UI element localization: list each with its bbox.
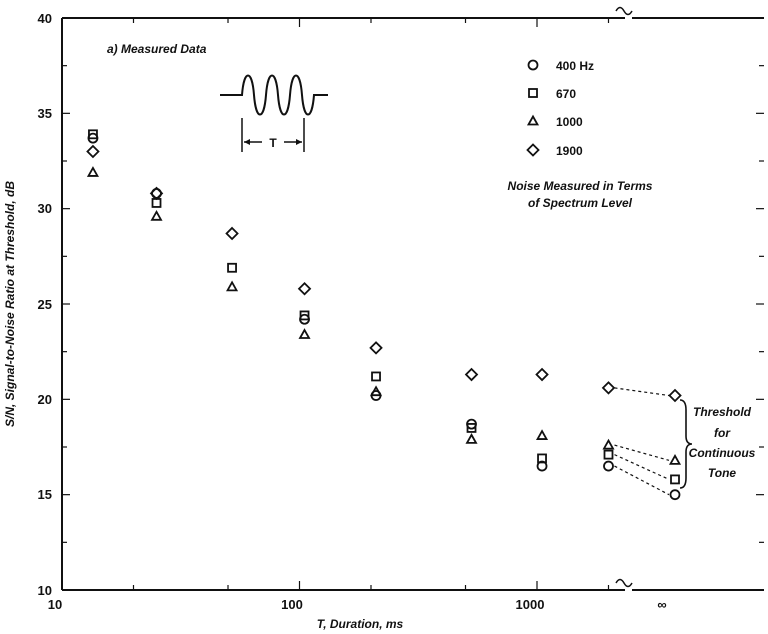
data-point-triangle bbox=[535, 429, 549, 440]
data-point-diamond bbox=[601, 381, 616, 395]
legend-marker-triangle-icon bbox=[526, 114, 540, 126]
data-point-square bbox=[670, 474, 680, 485]
threshold-note-line-1: Threshold bbox=[693, 405, 752, 419]
legend-label-400hz: 400 Hz bbox=[556, 59, 594, 73]
data-point-diamond bbox=[86, 144, 100, 159]
axis-ticks bbox=[61, 17, 764, 591]
y-tick-label: 40 bbox=[38, 11, 52, 26]
data-point-square bbox=[371, 371, 381, 382]
x-axis-title: T, Duration, ms bbox=[317, 617, 404, 631]
data-points bbox=[86, 129, 682, 501]
x-tick-label: 10 bbox=[48, 597, 62, 612]
legend-marker-diamond-icon bbox=[526, 143, 540, 157]
y-tick-label: 35 bbox=[38, 106, 52, 121]
tone-burst-waveform-icon: T bbox=[220, 74, 328, 152]
chart-subtitle: a) Measured Data bbox=[107, 42, 207, 56]
data-point-triangle bbox=[298, 328, 311, 339]
data-point-triangle bbox=[150, 209, 163, 221]
data-point-square bbox=[88, 129, 98, 140]
top-axis-break-icon bbox=[615, 6, 633, 16]
legend: 400 Hz 670 1000 1900 bbox=[526, 59, 594, 158]
x-tick-labels: 10 100 1000 ∞ bbox=[48, 597, 667, 612]
data-point-diamond bbox=[369, 341, 383, 355]
legend-label-670: 670 bbox=[556, 87, 576, 101]
y-tick-label: 20 bbox=[38, 392, 52, 407]
data-point-diamond bbox=[535, 367, 549, 382]
connector-line bbox=[614, 465, 670, 496]
data-point-square bbox=[227, 262, 237, 273]
data-point-triangle bbox=[602, 438, 615, 450]
data-point-triangle bbox=[668, 454, 682, 465]
data-point-triangle bbox=[226, 280, 239, 292]
x-axis-break-icon bbox=[615, 578, 633, 588]
y-tick-label: 15 bbox=[38, 487, 52, 502]
data-point-diamond bbox=[225, 226, 239, 241]
waveform-duration-label: T bbox=[269, 136, 277, 150]
y-tick-label: 25 bbox=[38, 297, 52, 312]
y-tick-label: 10 bbox=[38, 583, 52, 598]
y-tick-label: 30 bbox=[38, 201, 52, 216]
data-point-diamond bbox=[297, 281, 312, 296]
legend-label-1000: 1000 bbox=[556, 115, 583, 129]
data-point-square bbox=[603, 449, 614, 460]
x-tick-label: 1000 bbox=[516, 597, 545, 612]
x-tick-label-infinity: ∞ bbox=[657, 597, 666, 612]
connector-line bbox=[614, 387, 670, 397]
data-point-circle bbox=[669, 489, 681, 501]
y-axis-title: S/N, Signal-to-Noise Ratio at Threshold,… bbox=[3, 181, 17, 427]
legend-markers bbox=[526, 59, 540, 157]
data-point-triangle bbox=[465, 433, 478, 444]
legend-label-1900: 1900 bbox=[556, 144, 583, 158]
data-point-square bbox=[299, 310, 310, 321]
noise-note-line-1: Noise Measured in Terms bbox=[508, 179, 653, 193]
y-tick-labels: 10 15 20 25 30 35 40 bbox=[38, 11, 52, 598]
data-point-triangle bbox=[86, 166, 99, 177]
data-point-diamond bbox=[668, 388, 682, 403]
connector-line bbox=[614, 454, 670, 480]
data-point-circle bbox=[603, 460, 614, 472]
threshold-note-line-2: for bbox=[714, 426, 731, 440]
threshold-bracket-icon bbox=[679, 399, 693, 489]
data-point-triangle bbox=[369, 385, 383, 397]
plot-frame bbox=[61, 6, 764, 591]
data-point-diamond bbox=[149, 186, 164, 201]
legend-marker-square-icon bbox=[528, 88, 538, 98]
data-point-square bbox=[537, 453, 547, 464]
legend-marker-circle-icon bbox=[527, 59, 539, 71]
noise-note-line-2: of Spectrum Level bbox=[528, 196, 633, 210]
x-tick-label: 100 bbox=[281, 597, 303, 612]
threshold-note-line-3: Continuous bbox=[689, 446, 756, 460]
data-point-square bbox=[466, 423, 477, 433]
data-point-diamond bbox=[464, 367, 479, 382]
continuous-tone-connectors bbox=[614, 387, 670, 496]
threshold-note-line-4: Tone bbox=[708, 466, 737, 480]
